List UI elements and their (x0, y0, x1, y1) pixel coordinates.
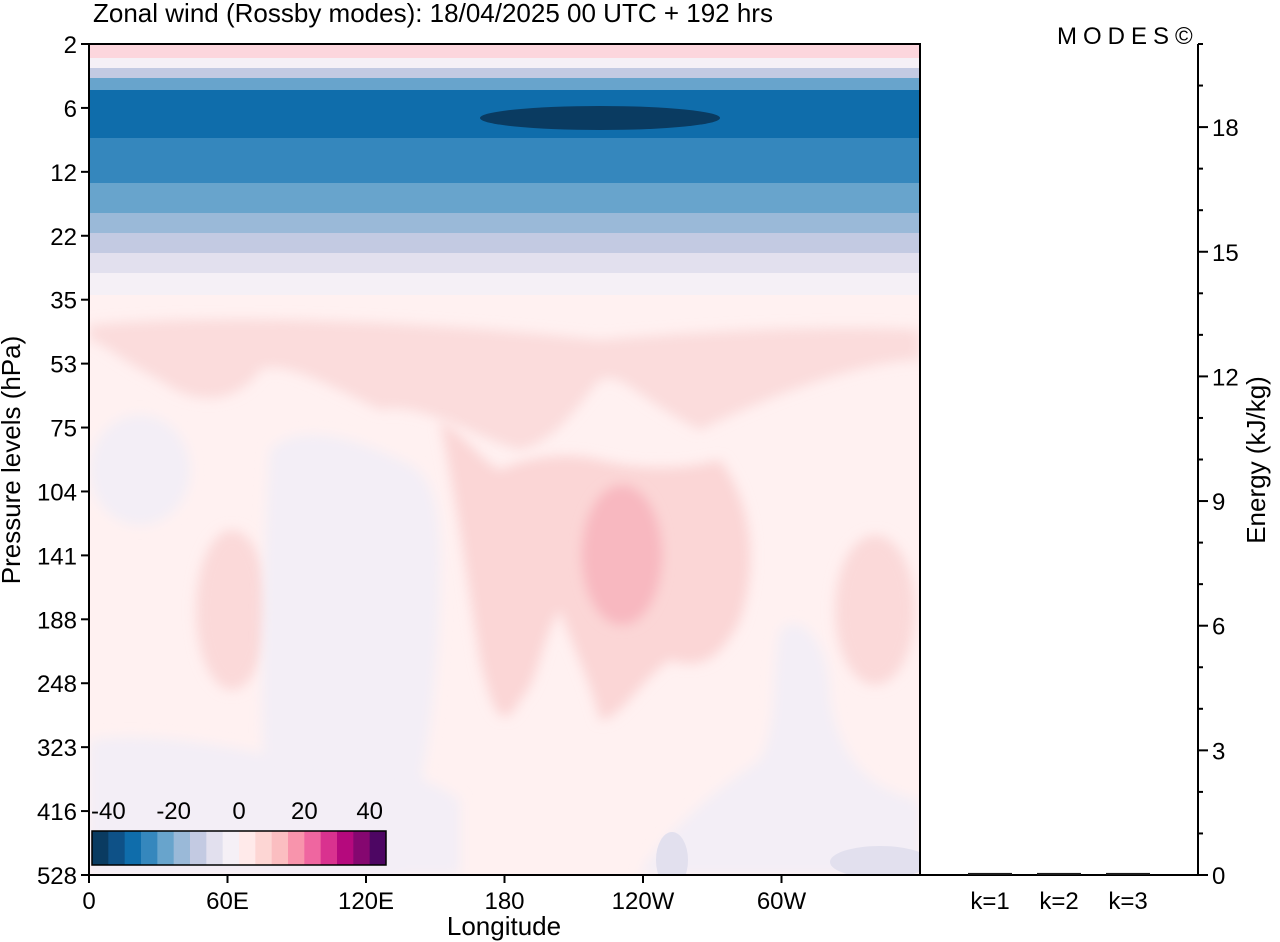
pressure-tick-label: 248 (37, 671, 77, 698)
band-14hpa (89, 183, 920, 213)
colorbar-tick-label: -40 (91, 798, 126, 825)
pressure-tick-label: 141 (37, 543, 77, 570)
pressure-tick-label: 12 (50, 160, 77, 187)
band-28hpa (89, 253, 920, 273)
pressure-tick-label: 35 (50, 288, 77, 315)
longitude-tick-label: 120E (338, 888, 394, 915)
band-2hpa (89, 44, 920, 58)
longitude-tick-label: 180 (484, 888, 524, 915)
pressure-tick-label: 75 (50, 416, 77, 443)
energy-tick-label: 6 (1212, 614, 1225, 641)
band-4hpa (89, 68, 920, 78)
colorbar-swatch (190, 831, 207, 865)
energy-bar-label: k=1 (970, 888, 1009, 915)
colorbar-swatch (141, 831, 158, 865)
energy-bar-label: k=2 (1039, 888, 1078, 915)
longitude-tick-label: 0 (82, 888, 95, 915)
pressure-axis-label: Pressure levels (hPa) (0, 336, 26, 585)
colorbar (91, 830, 387, 866)
colorbar-swatch (369, 831, 387, 865)
energy-bar (1106, 872, 1150, 875)
energy-tick-label: 12 (1212, 364, 1239, 391)
pressure-tick-label: 53 (50, 352, 77, 379)
colorbar-swatch (288, 831, 305, 865)
easterly-patch-east (640, 623, 920, 875)
energy-tick-label: 0 (1212, 863, 1225, 890)
westerly-patch-west (196, 530, 268, 690)
energy-axis: 0 3 6 9 12 15 18 (1198, 43, 1239, 890)
longitude-tick-label: 60W (757, 888, 807, 915)
pressure-tick-label: 104 (37, 479, 77, 506)
longitude-tick-label: 60E (206, 888, 249, 915)
westerly-max (582, 485, 662, 625)
westerly-region-upper (89, 319, 920, 450)
colorbar-swatch (206, 831, 224, 865)
colorbar-swatch (124, 831, 142, 865)
energy-bar-label: k=3 (1108, 888, 1147, 915)
easterly-spot-surface (656, 832, 688, 875)
energy-tick-label: 9 (1212, 489, 1225, 516)
colorbar-tick-label: 40 (356, 798, 383, 825)
colorbar-swatch (157, 831, 175, 865)
band-18hpa (89, 213, 920, 233)
colorbar-swatch (255, 831, 273, 865)
colorbar-swatch (222, 831, 240, 865)
band-22hpa (89, 233, 920, 253)
colorbar-tick-label: 20 (291, 798, 318, 825)
energy-tick-label: 18 (1212, 115, 1239, 142)
colorbar-swatch (271, 831, 289, 865)
colorbar-ticks: -40 -20 0 20 40 (91, 798, 383, 825)
pressure-tick-label: 188 (37, 607, 77, 634)
heatmap-field (89, 44, 920, 875)
westerly-patch-east (835, 535, 915, 685)
pressure-tick-label: 2 (64, 32, 77, 59)
longitude-axis: 0 60E 120E 180 120W 60W (82, 875, 807, 915)
pressure-tick-label: 416 (37, 799, 77, 826)
pressure-tick-label: 528 (37, 863, 77, 890)
energy-tick-label: 15 (1212, 240, 1239, 267)
colorbar-swatch (173, 831, 191, 865)
colorbar-swatch (304, 831, 322, 865)
energy-tick-label: 3 (1212, 738, 1225, 765)
colorbar-swatch (92, 831, 109, 865)
easterly-spot-surface-east (830, 846, 920, 875)
pressure-axis: 2 6 12 22 35 53 75 104 141 188 248 323 416 528 (37, 32, 89, 890)
colorbar-frame (91, 830, 387, 866)
energy-bars: k=1 k=2 k=3 (968, 872, 1150, 915)
band-9hpa (89, 138, 920, 183)
pressure-tick-label: 323 (37, 735, 77, 762)
longitude-axis-label: Longitude (447, 911, 561, 941)
longitude-tick-label: 120W (612, 888, 675, 915)
band-3hpa (89, 58, 920, 68)
chart-title: Zonal wind (Rossby modes): 18/04/2025 00… (93, 0, 773, 28)
colorbar-swatch (337, 831, 354, 865)
energy-bar (1037, 872, 1081, 875)
colorbar-swatch (239, 831, 256, 865)
colorbar-swatch (353, 831, 371, 865)
band-5hpa (89, 78, 920, 90)
modes-logo: MODES© (1057, 23, 1199, 50)
energy-bar (968, 872, 1012, 875)
band-32hpa (89, 273, 920, 295)
pressure-tick-label: 22 (50, 224, 77, 251)
energy-axis-label: Energy (kJ/kg) (1241, 376, 1271, 544)
pressure-tick-label: 6 (64, 96, 77, 123)
easterly-patch-west (90, 415, 190, 525)
colorbar-tick-label: 0 (232, 798, 245, 825)
colorbar-swatch (320, 831, 338, 865)
colorbar-swatch (108, 831, 126, 865)
easterly-core (480, 106, 720, 130)
colorbar-tick-label: -20 (156, 798, 191, 825)
